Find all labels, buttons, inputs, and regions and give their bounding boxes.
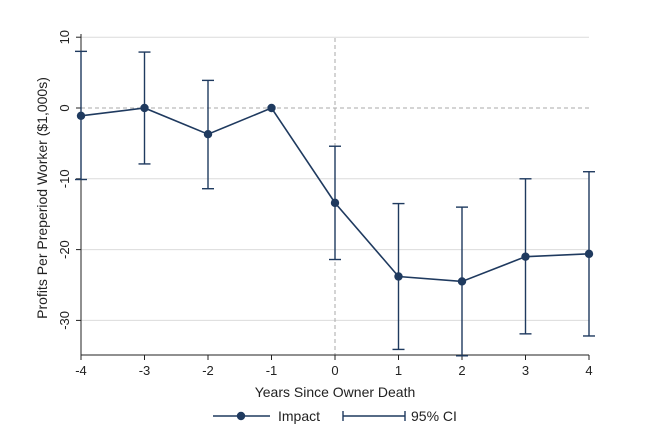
legend-impact-marker [236, 411, 246, 421]
impact-point-7 [521, 252, 530, 261]
impact-point-1 [140, 103, 149, 113]
x-tick-label-4: 0 [331, 363, 338, 378]
x-tick-label-3: -1 [266, 363, 278, 378]
impact-point-6 [457, 277, 467, 286]
y-tick-label-1: 0 [57, 104, 72, 111]
impact-point-0 [76, 111, 86, 120]
legend-ci-label: 95% CI [411, 408, 457, 424]
x-tick-label-5: 1 [395, 363, 402, 378]
legend: Impact 95% CI [213, 408, 457, 424]
x-tick-label-7: 3 [522, 363, 529, 378]
impact-point-3 [267, 103, 276, 113]
y-axis-title: Profits Per Preperiod Worker ($1,000s) [34, 77, 50, 319]
reference-lines [81, 38, 589, 355]
y-tick-label-2: -10 [57, 169, 72, 188]
impact-points [76, 103, 594, 286]
x-tick-label-0: -4 [75, 363, 87, 378]
y-tick-label-4: -30 [57, 311, 72, 330]
legend-impact-label: Impact [278, 408, 320, 424]
y-tick-label-3: -20 [57, 240, 72, 259]
x-axis-title: Years Since Owner Death [255, 384, 416, 400]
impact-point-4 [330, 198, 340, 208]
x-tick-label-6: 2 [458, 363, 465, 378]
y-tick-label-0: 10 [57, 30, 72, 44]
x-tick-label-8: 4 [585, 363, 592, 378]
impact-point-2 [203, 129, 213, 139]
impact-point-8 [584, 249, 594, 259]
x-tick-label-1: -3 [139, 363, 151, 378]
x-tick-label-2: -2 [202, 363, 214, 378]
impact-point-5 [394, 272, 403, 281]
